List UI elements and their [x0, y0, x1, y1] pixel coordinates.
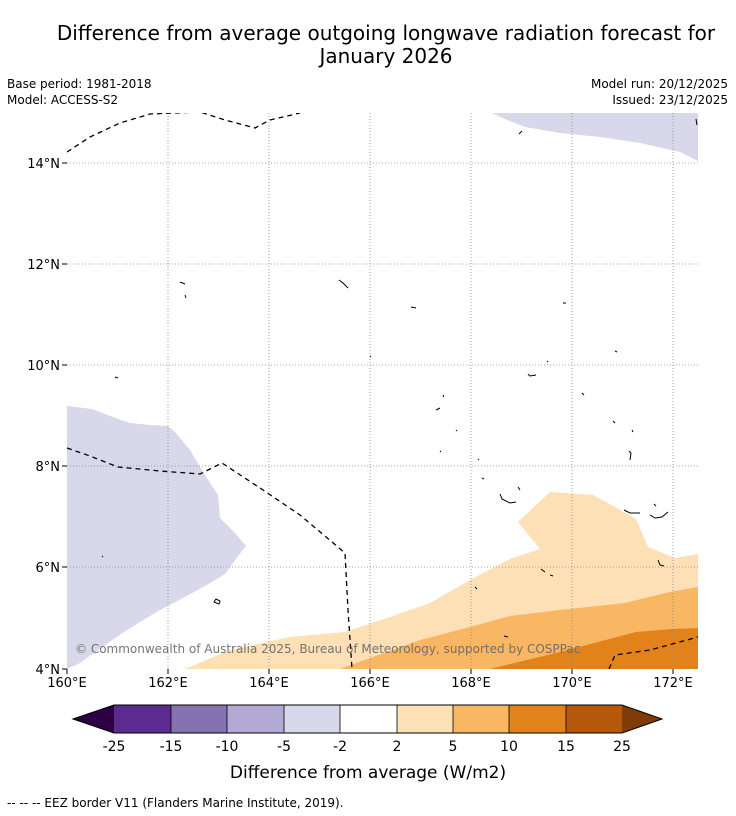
- colorbar-swatch-m2-2: [340, 705, 397, 733]
- colorbar-tick: -5: [277, 739, 291, 755]
- base-period: Base period: 1981-2018: [7, 77, 152, 91]
- colorbar-tick: 10: [500, 739, 518, 755]
- lat-label-6n: 6°N: [36, 561, 61, 576]
- lat-label-12n: 12°N: [27, 258, 60, 273]
- anomaly-10-15: [490, 628, 698, 669]
- lon-label-164e: 164°E: [249, 676, 289, 691]
- lat-label-4n: 4°N: [36, 663, 61, 678]
- lon-label-160e: 160°E: [47, 676, 87, 691]
- axis-ticks: [62, 162, 674, 674]
- model-name: Model: ACCESS-S2: [7, 93, 119, 107]
- colorbar-swatch-5-10: [453, 705, 509, 733]
- colorbar-label: Difference from average (W/m2): [230, 763, 506, 783]
- islands: [101, 118, 698, 638]
- colorbar-extend-low: [73, 705, 114, 733]
- model-run: Model run: 20/12/2025: [590, 77, 728, 91]
- latitude-labels: 14°N 12°N 10°N 8°N 6°N 4°N: [27, 157, 60, 678]
- colorbar-tick: 2: [393, 739, 402, 755]
- lon-label-166e: 166°E: [350, 676, 390, 691]
- colorbar-tick: 25: [613, 739, 631, 755]
- lon-label-162e: 162°E: [148, 676, 188, 691]
- colorbar-swatch-m25-m15: [114, 705, 171, 733]
- lon-label-170e: 170°E: [552, 676, 592, 691]
- meta-left: Base period: 1981-2018 Model: ACCESS-S2: [7, 76, 152, 108]
- colorbar-swatch-m5-m2: [284, 705, 340, 733]
- colorbar-swatch-m10-m5: [227, 705, 284, 733]
- eez-legend-footer: -- -- -- EEZ border V11 (Flanders Marine…: [7, 796, 344, 810]
- colorbar: -25 -15 -10 -5 -2 2 5 10 15 25 Differenc…: [71, 704, 664, 783]
- colorbar-tick: -25: [103, 739, 126, 755]
- lat-label-14n: 14°N: [27, 157, 60, 172]
- eez-borders: [67, 113, 698, 669]
- longitude-labels: 160°E 162°E 164°E 166°E 168°E 170°E 172°…: [47, 676, 693, 691]
- colorbar-tick: -10: [216, 739, 239, 755]
- colorbar-swatch-m15-m10: [171, 705, 227, 733]
- meta-right: Model run: 20/12/2025 Issued: 23/12/2025: [591, 76, 728, 108]
- colorbar-outline: [71, 704, 664, 734]
- colorbar-extend-high: [622, 705, 662, 733]
- colorbar-tick: 5: [449, 739, 458, 755]
- anomaly-m5-m2-west: [67, 406, 246, 669]
- lon-label-168e: 168°E: [451, 676, 491, 691]
- colorbar-tick: -2: [333, 739, 347, 755]
- colorbar-tick: -15: [160, 739, 183, 755]
- lat-label-10n: 10°N: [27, 359, 60, 374]
- colorbar-ticks: -25 -15 -10 -5 -2 2 5 10 15 25: [103, 739, 631, 755]
- copyright-notice: © Commonwealth of Australia 2025, Bureau…: [75, 642, 580, 656]
- gridlines: [67, 113, 698, 669]
- issued-date: Issued: 23/12/2025: [612, 93, 728, 107]
- colorbar-swatch-15-25: [566, 705, 622, 733]
- lat-label-8n: 8°N: [36, 460, 61, 475]
- colorbar-swatch-10-15: [509, 705, 566, 733]
- title-line-2: January 2026: [319, 44, 453, 68]
- colorbar-tick: 15: [557, 739, 575, 755]
- title-line-1: Difference from average outgoing longwav…: [56, 21, 716, 45]
- colorbar-swatch-2-5: [397, 705, 453, 733]
- map-title: Difference from average outgoing longwav…: [0, 22, 736, 68]
- anomaly-m5-m2-northeast: [492, 113, 698, 161]
- lon-label-172e: 172°E: [653, 676, 693, 691]
- map-area: © Commonwealth of Australia 2025, Bureau…: [67, 113, 698, 669]
